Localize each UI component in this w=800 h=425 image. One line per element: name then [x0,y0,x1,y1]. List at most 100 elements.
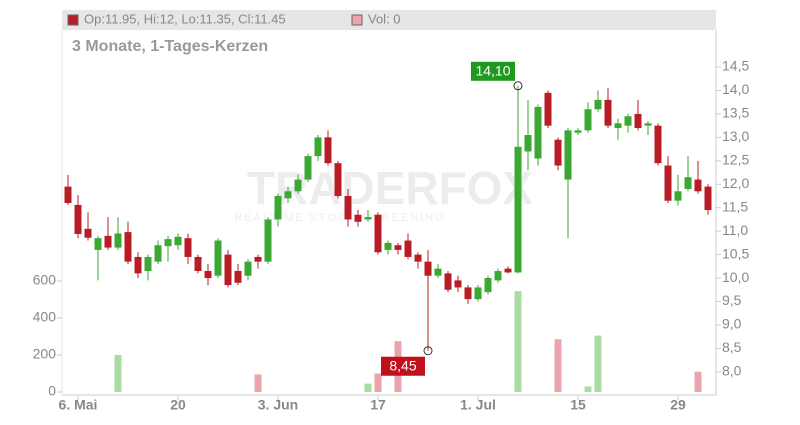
volume-bar [374,373,382,392]
volume-bar [364,383,372,392]
subtitle: 3 Monate, 1-Tages-Kerzen [72,38,268,55]
candle-body [174,236,182,246]
y-tick-label: 11,0 [722,222,748,238]
candle-body [434,268,442,276]
y-tick-label: 14,0 [722,81,749,97]
annotation-marker [513,81,523,91]
volume-bar [114,355,122,392]
candle-body [474,287,482,300]
candle-body [654,125,662,164]
watermark: REALTIME STOCK SCREENING [234,212,445,224]
candle-body [234,271,242,283]
candle-body [244,261,252,276]
candle-body [504,268,512,273]
candle-body [484,278,492,293]
candle-body [584,109,592,131]
candle-body [384,242,392,250]
candle-body [514,146,522,273]
y-tick-label: 9,5 [722,292,742,308]
y2-tick-label: 0 [48,383,56,399]
candle-body [344,195,352,220]
candle-body [394,245,402,250]
candle-body [84,228,92,238]
annotation-marker [423,346,433,356]
y-tick-label: 12,5 [722,152,749,168]
candle-body [414,254,422,262]
candle-body [314,137,322,157]
candle-body [214,240,222,276]
volume-bar [254,374,262,392]
candle-body [104,235,112,248]
candle-body [674,191,682,201]
y-tick-label: 9,0 [722,316,742,332]
annotation-label: 14,10 [475,63,510,79]
legend-swatch [67,14,79,26]
x-tick-label: 1. Jul [460,397,496,413]
candle-body [454,280,462,288]
legend-price: Op:11.95, Hi:12, Lo:11.35, Cl:11.45 [84,11,286,26]
y-tick-label: 13,0 [722,128,749,144]
candle-body [184,238,192,257]
y-tick-label: 10,5 [722,245,749,261]
candle-body [264,219,272,262]
candle-body [354,214,362,222]
candle-body [254,256,262,262]
y-tick-label: 8,0 [722,363,742,379]
x-tick-label: 29 [670,397,686,413]
candle-body [494,271,502,281]
x-tick-label: 20 [170,397,186,413]
candle-body [404,240,412,257]
candle-body [294,179,302,192]
candle-body [134,256,142,274]
candle-body [614,123,622,129]
candle-body [324,137,332,164]
y-tick-label: 8,5 [722,339,742,355]
x-tick-label: 3. Jun [258,397,298,413]
candle-body [94,238,102,250]
y-tick-label: 13,5 [722,105,749,121]
y-tick-label: 11,5 [722,198,748,214]
candle-body [684,177,692,189]
candle-body [364,217,372,220]
legend-bar [62,10,716,30]
legend-volume: Vol: 0 [368,11,401,26]
annotation-box [381,356,425,376]
candle-body [374,214,382,253]
y-tick-label: 14,5 [722,58,749,74]
candle-body [644,123,652,126]
annotation-box [471,61,515,81]
candle-body [464,287,472,300]
candle-body [664,165,672,201]
candle-body [524,135,532,152]
candle-body [624,116,632,126]
candle-body [544,92,552,126]
candle-body [114,233,122,248]
candle-body [204,271,212,279]
candle-body [424,261,432,276]
candle-body [444,273,452,290]
volume-bar [694,371,702,392]
candle-body [224,254,232,286]
candle-body [694,179,702,192]
annotation-label: 8,45 [389,357,416,373]
x-tick-label: 17 [370,397,386,413]
candle-body [564,130,572,180]
candle-body [704,186,712,211]
volume-bar [584,386,592,392]
candle-body [274,195,282,220]
candle-body [164,239,172,247]
candle-body [634,113,642,129]
x-tick-label: 15 [570,397,586,413]
y-tick-label: 10,0 [722,269,749,285]
candle-body [194,256,202,272]
x-tick-label: 6. Mai [59,397,98,413]
candle-body [284,191,292,199]
y2-tick-label: 400 [33,309,57,325]
volume-bar [594,335,602,392]
candle-body [594,99,602,110]
candle-body [604,99,612,126]
legend-swatch [351,14,363,26]
candle-body [144,256,152,272]
candle-body [574,130,582,133]
